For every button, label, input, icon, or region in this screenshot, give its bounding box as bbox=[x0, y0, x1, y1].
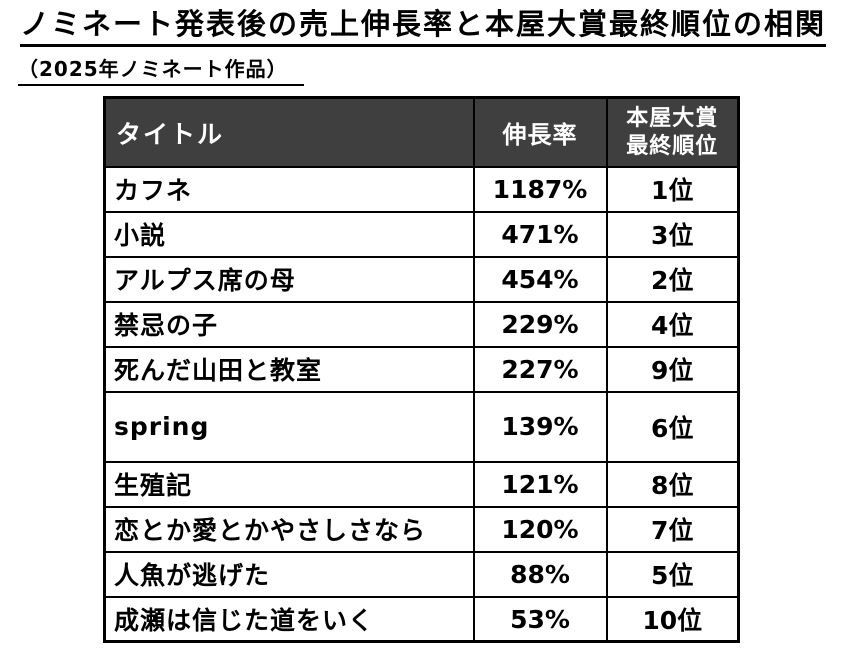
cell-growth-rate: 1187% bbox=[472, 165, 608, 213]
table-row: 恋とか愛とかやさしさなら 120% 7位 bbox=[103, 505, 740, 553]
title-block: ノミネート発表後の売上伸長率と本屋大賞最終順位の相関 （2025年ノミネート作品… bbox=[18, 7, 843, 87]
cell-final-rank: 2位 bbox=[605, 255, 740, 303]
table-row: 小説 471% 3位 bbox=[103, 210, 740, 258]
cell-growth-rate: 121% bbox=[472, 460, 608, 508]
table-row: 生殖記 121% 8位 bbox=[103, 460, 740, 508]
table-row: 禁忌の子 229% 4位 bbox=[103, 300, 740, 348]
column-header-title: タイトル bbox=[103, 96, 475, 168]
cell-book-title: 恋とか愛とかやさしさなら bbox=[103, 505, 475, 553]
cell-book-title: 小説 bbox=[103, 210, 475, 258]
cell-book-title: 人魚が逃げた bbox=[103, 550, 475, 598]
cell-final-rank: 3位 bbox=[605, 210, 740, 258]
table-row: カフネ 1187% 1位 bbox=[103, 165, 740, 213]
header-row: タイトル 伸長率 本屋大賞 最終順位 bbox=[103, 96, 740, 168]
cell-growth-rate: 454% bbox=[472, 255, 608, 303]
cell-final-rank: 1位 bbox=[605, 165, 740, 213]
cell-growth-rate: 139% bbox=[472, 390, 608, 463]
cell-growth-rate: 227% bbox=[472, 345, 608, 393]
page-subtitle: （2025年ノミネート作品） bbox=[18, 53, 304, 87]
cell-growth-rate: 229% bbox=[472, 300, 608, 348]
cell-growth-rate: 120% bbox=[472, 505, 608, 553]
table-row: 死んだ山田と教室 227% 9位 bbox=[103, 345, 740, 393]
cell-book-title: アルプス席の母 bbox=[103, 255, 475, 303]
table-body: カフネ 1187% 1位 小説 471% 3位 アルプス席の母 454% 2位 禁忌の子 229% 4… bbox=[103, 165, 740, 643]
cell-book-title: 死んだ山田と教室 bbox=[103, 345, 475, 393]
cell-book-title: カフネ bbox=[103, 165, 475, 213]
cell-final-rank: 7位 bbox=[605, 505, 740, 553]
cell-final-rank: 6位 bbox=[605, 390, 740, 463]
cell-final-rank: 9位 bbox=[605, 345, 740, 393]
cell-final-rank: 8位 bbox=[605, 460, 740, 508]
column-header-rank-line1: 本屋大賞 bbox=[626, 106, 719, 132]
column-header-rank-line2: 最終順位 bbox=[626, 133, 719, 159]
table-row: 人魚が逃げた 88% 5位 bbox=[103, 550, 740, 598]
table-row: spring 139% 6位 bbox=[103, 390, 740, 463]
cell-growth-rate: 53% bbox=[472, 595, 608, 643]
cell-book-title: 禁忌の子 bbox=[103, 300, 475, 348]
column-header-growth: 伸長率 bbox=[472, 96, 608, 168]
cell-book-title: spring bbox=[103, 390, 475, 463]
table-row: 成瀬は信じた道をいく 53% 10位 bbox=[103, 595, 740, 643]
cell-final-rank: 4位 bbox=[605, 300, 740, 348]
cell-growth-rate: 471% bbox=[472, 210, 608, 258]
cell-final-rank: 5位 bbox=[605, 550, 740, 598]
cell-final-rank: 10位 bbox=[605, 595, 740, 643]
column-header-rank: 本屋大賞 最終順位 bbox=[605, 96, 740, 168]
cell-book-title: 生殖記 bbox=[103, 460, 475, 508]
cell-growth-rate: 88% bbox=[472, 550, 608, 598]
table-row: アルプス席の母 454% 2位 bbox=[103, 255, 740, 303]
sales-growth-rank-table: タイトル 伸長率 本屋大賞 最終順位 カフネ 1187% 1位 小説 471% 3位 アルプ… bbox=[103, 96, 740, 644]
page-title: ノミネート発表後の売上伸長率と本屋大賞最終順位の相関 bbox=[20, 7, 827, 48]
cell-book-title: 成瀬は信じた道をいく bbox=[103, 595, 475, 643]
